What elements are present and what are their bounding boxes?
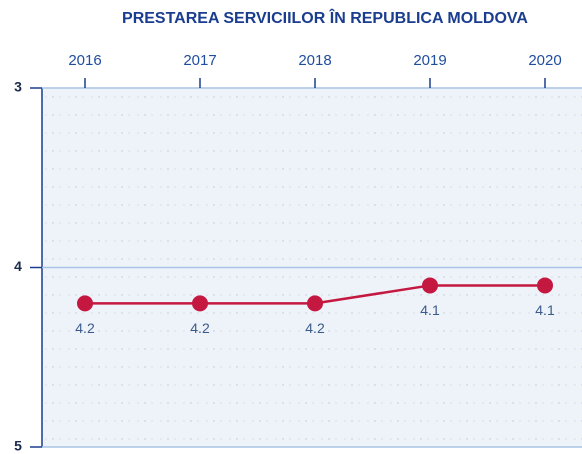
point (77, 295, 93, 312)
y-tick-label: 3 (14, 79, 22, 95)
y-tick-label: 4 (14, 258, 22, 274)
chart-title: PRESTAREA SERVICIILOR ÎN REPUBLICA MOLDO… (122, 8, 528, 27)
y-tick-label: 5 (14, 438, 22, 454)
data-label: 4.1 (535, 302, 555, 318)
point (422, 277, 438, 294)
x-tick-label: 2018 (298, 52, 331, 69)
point (192, 295, 208, 312)
data-label: 4.1 (420, 302, 440, 318)
x-tick-label: 2017 (183, 52, 216, 69)
x-tick-label: 2016 (68, 52, 101, 69)
point (537, 277, 553, 294)
x-tick-label: 2019 (413, 52, 446, 69)
data-label: 4.2 (75, 320, 95, 336)
point (307, 295, 323, 312)
x-tick-label: 2020 (528, 52, 561, 69)
data-label: 4.2 (190, 320, 210, 336)
data-label: 4.2 (305, 320, 325, 336)
